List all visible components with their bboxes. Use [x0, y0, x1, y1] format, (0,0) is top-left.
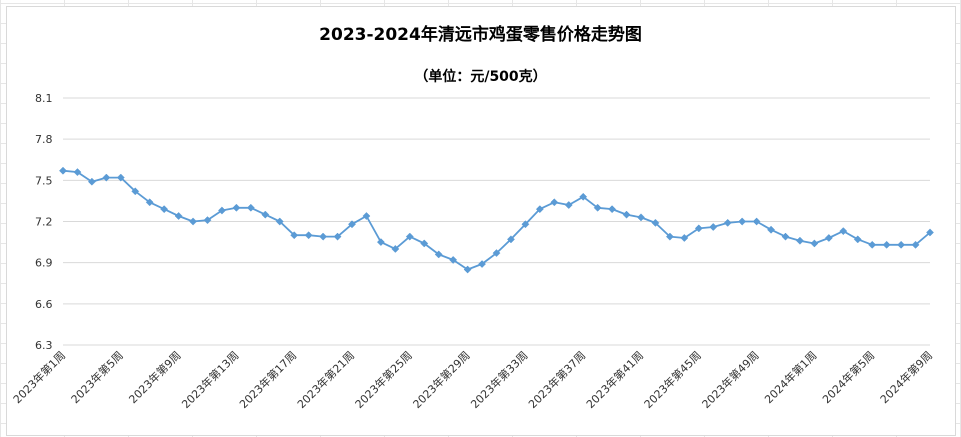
x-tick-label: 2023年第41周 — [583, 348, 646, 411]
data-point — [767, 225, 776, 234]
data-point — [926, 228, 934, 237]
x-tick-label: 2023年第25周 — [352, 348, 415, 411]
data-point — [637, 213, 645, 222]
data-point — [73, 168, 82, 177]
data-point — [319, 232, 328, 241]
data-point — [333, 232, 342, 241]
data-point — [608, 205, 617, 214]
data-point — [174, 212, 183, 220]
data-point — [405, 232, 414, 241]
data-point — [752, 217, 761, 226]
y-tick-label: 8.1 — [35, 92, 53, 105]
data-point — [449, 255, 458, 264]
data-point — [593, 203, 602, 212]
x-tick-label: 2023年第37周 — [525, 348, 588, 411]
data-point — [87, 177, 96, 186]
data-point — [376, 238, 385, 247]
data-point — [665, 232, 674, 241]
data-point — [348, 220, 356, 229]
x-tick-label: 2023年第5周 — [68, 348, 126, 406]
data-point — [217, 206, 226, 215]
data-point — [723, 218, 732, 227]
data-point — [145, 198, 154, 207]
data-point — [189, 217, 198, 226]
data-point — [290, 231, 299, 240]
data-point — [261, 210, 270, 219]
y-tick-label: 6.3 — [35, 339, 53, 352]
data-point — [824, 234, 833, 242]
data-point — [795, 236, 804, 245]
data-point — [478, 260, 487, 268]
x-tick-label: 2024年第5周 — [819, 348, 877, 406]
data-point — [304, 231, 313, 240]
y-tick-label: 7.2 — [35, 216, 53, 229]
data-point — [911, 240, 920, 249]
y-tick-label: 7.5 — [35, 174, 53, 187]
x-tick-label: 2023年第9周 — [126, 348, 184, 406]
y-tick-label: 6.9 — [35, 257, 53, 270]
x-tick-label: 2023年第29周 — [410, 348, 473, 411]
data-point — [738, 217, 747, 226]
data-point — [709, 223, 718, 231]
data-point — [116, 173, 125, 182]
y-tick-label: 7.8 — [35, 133, 53, 146]
data-point — [391, 244, 400, 253]
data-point — [564, 201, 573, 209]
data-point — [781, 232, 790, 241]
data-point — [362, 212, 371, 220]
x-tick-label: 2024年第1周 — [762, 348, 820, 406]
data-point — [131, 187, 140, 196]
data-point — [579, 192, 588, 201]
data-point — [868, 240, 877, 249]
x-tick-label: 2023年第45周 — [641, 348, 704, 411]
x-tick-label: 2023年第17周 — [236, 348, 299, 411]
data-point — [521, 220, 530, 229]
data-point — [160, 205, 169, 214]
data-point — [810, 239, 819, 248]
x-tick-label: 2024年第9周 — [877, 348, 935, 406]
x-tick-label: 2023年第21周 — [294, 348, 357, 411]
data-point — [203, 216, 212, 225]
data-point — [622, 210, 631, 219]
data-point — [506, 235, 515, 244]
data-point — [59, 166, 67, 175]
data-point — [550, 198, 559, 207]
data-point — [246, 203, 255, 212]
data-point — [463, 265, 472, 274]
data-point — [839, 227, 848, 236]
y-tick-label: 6.6 — [35, 298, 53, 311]
data-point — [232, 203, 241, 212]
data-point — [694, 224, 703, 233]
data-point — [882, 240, 891, 249]
chart-subtitle: （单位：元/500克） — [414, 69, 547, 85]
x-tick-label: 2023年第49周 — [699, 348, 762, 411]
data-point — [420, 239, 429, 248]
data-point — [651, 218, 660, 227]
data-point — [434, 250, 443, 259]
data-point — [492, 249, 501, 258]
x-tick-label: 2023年第13周 — [179, 348, 242, 411]
data-point — [897, 240, 906, 249]
chart-title: 2023-2024年清远市鸡蛋零售价格走势图 — [319, 25, 642, 45]
x-tick-label: 2023年第33周 — [468, 348, 531, 411]
data-point — [275, 217, 284, 226]
data-point — [102, 173, 111, 182]
data-point — [535, 205, 544, 214]
x-tick-label: 2023年第1周 — [10, 348, 68, 406]
data-point — [853, 235, 862, 244]
data-point — [680, 234, 689, 242]
